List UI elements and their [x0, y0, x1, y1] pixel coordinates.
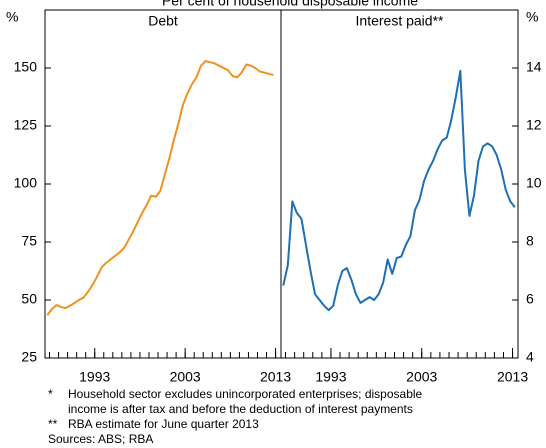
footnote-marker: *: [48, 387, 53, 401]
y-tick-label: 125: [14, 117, 38, 133]
footnote: RBA estimate for June quarter 2013: [68, 417, 259, 431]
y-tick-label: 8: [526, 233, 534, 249]
y-tick-label: 12: [526, 117, 542, 133]
panel-title: Debt: [148, 13, 178, 29]
panel-title: Interest paid**: [356, 13, 444, 29]
sources: Sources: ABS; RBA: [48, 432, 153, 446]
x-tick-label: 2003: [406, 369, 437, 385]
y-tick-label: 6: [526, 291, 534, 307]
y-unit: %: [526, 9, 538, 25]
data-line: [46, 60, 274, 316]
y-tick-label: 150: [14, 59, 38, 75]
chart-title: Per cent of household disposable income: [162, 0, 418, 9]
y-tick-label: 100: [14, 175, 38, 191]
y-tick-label: 25: [21, 349, 37, 365]
y-tick-label: 10: [526, 175, 542, 191]
y-tick-label: 4: [526, 349, 534, 365]
footnote: income is after tax and before the deduc…: [68, 402, 413, 416]
y-tick-label: 50: [21, 291, 37, 307]
x-tick-label: 2013: [497, 369, 528, 385]
x-tick-label: 2003: [170, 369, 201, 385]
x-tick-label: 1993: [315, 369, 346, 385]
x-tick-label: 1993: [79, 369, 110, 385]
footnote: Household sector excludes unincorporated…: [68, 387, 423, 401]
footnote-marker: **: [48, 417, 58, 431]
y-tick-label: 14: [526, 59, 542, 75]
y-tick-label: 75: [21, 233, 37, 249]
y-unit: %: [6, 9, 18, 25]
data-line: [282, 69, 516, 312]
x-tick-label: 2013: [260, 369, 291, 385]
